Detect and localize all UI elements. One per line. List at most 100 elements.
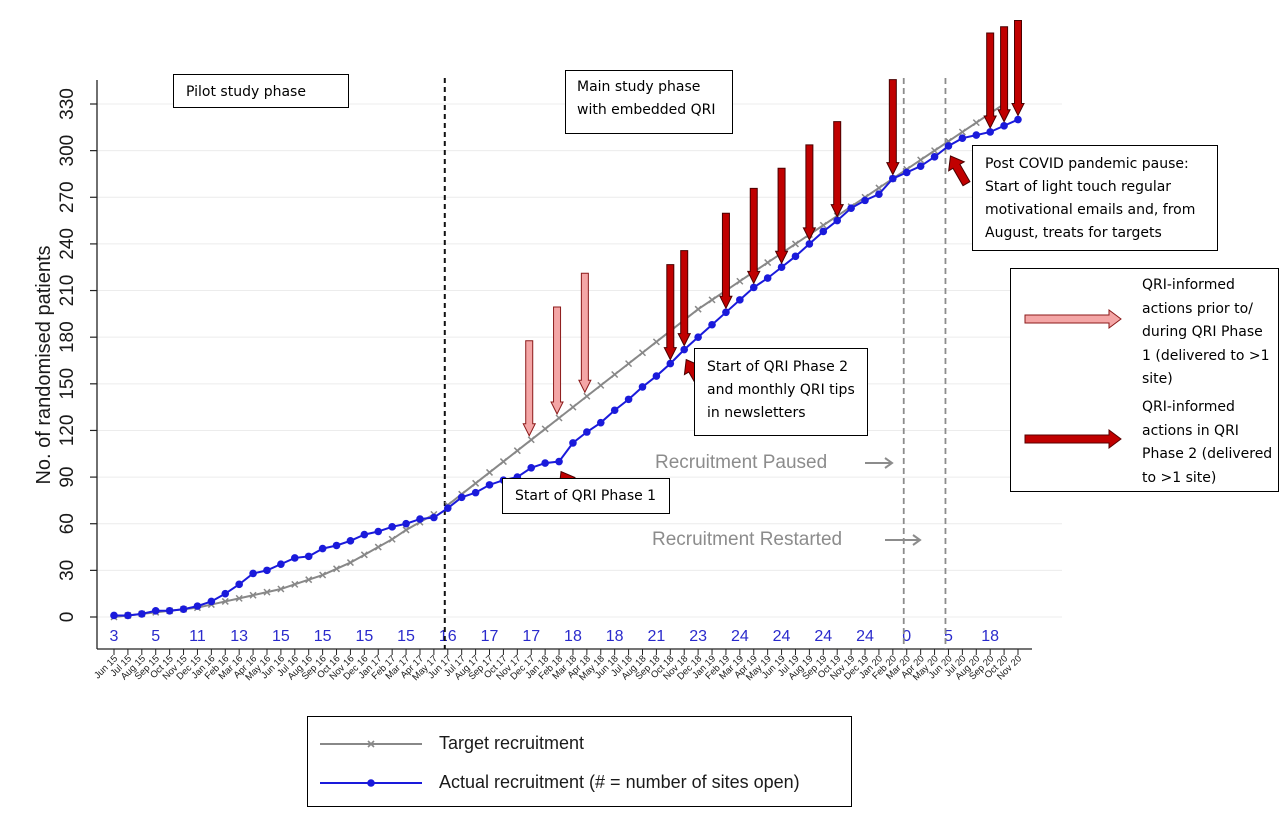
legend-target-label: Target recruitment — [439, 733, 585, 753]
sites-open-label: 23 — [689, 628, 707, 645]
dark-action-arrow — [886, 79, 900, 176]
sites-open-label: 18 — [981, 628, 999, 645]
actual-point — [207, 597, 216, 606]
actual-point — [151, 606, 160, 615]
actual-point — [819, 227, 828, 236]
y-tick-label: 330 — [57, 88, 78, 120]
dark-action-arrow — [830, 121, 845, 218]
sites-open-label: 17 — [481, 628, 499, 645]
actual-point — [861, 196, 869, 205]
actual-point — [1000, 121, 1008, 130]
actual-point — [304, 552, 313, 561]
y-tick-label: 240 — [57, 228, 78, 260]
dark-action-arrow — [663, 264, 678, 361]
actual-point — [221, 589, 230, 598]
pointer-arrow — [885, 534, 922, 546]
dark-start-arrow — [948, 155, 971, 187]
sites-open-label: 24 — [814, 628, 832, 645]
actual-point — [902, 168, 911, 177]
sites-open-label: 15 — [314, 628, 332, 645]
dark-action-arrow — [983, 32, 997, 130]
actual-point — [944, 142, 953, 150]
target-point — [263, 588, 271, 596]
qri-phase1-box: Start of QRI Phase 1 — [502, 478, 670, 514]
sites-open-label: 3 — [110, 628, 119, 645]
actual-point — [972, 131, 981, 139]
actual-point — [624, 395, 633, 404]
actual-point — [263, 566, 271, 575]
target-point — [583, 392, 591, 400]
target-point — [638, 349, 647, 357]
sites-open-label: 15 — [397, 628, 415, 645]
actual-point — [708, 320, 716, 329]
target-point — [652, 338, 660, 346]
actual-point — [165, 606, 174, 615]
key-dark-1: QRI-informed — [1142, 399, 1235, 415]
sites-open-label: 5 — [151, 628, 160, 645]
target-point — [875, 184, 883, 192]
y-tick-label: 210 — [57, 275, 78, 307]
target-point — [972, 119, 980, 127]
sites-open-label: 15 — [272, 628, 290, 645]
target-point — [569, 403, 577, 411]
target-point — [931, 147, 939, 155]
sites-open-label: 24 — [773, 628, 791, 645]
target-point — [305, 576, 313, 584]
dark-action-arrow — [746, 187, 761, 285]
actual-point — [694, 333, 702, 341]
dark-action-arrow — [1011, 20, 1025, 117]
actual-point — [235, 580, 243, 589]
target-point — [472, 479, 480, 487]
phase2-text-3: in newsletters — [707, 405, 806, 421]
actual-point — [485, 481, 494, 489]
key-dark-2: actions in QRI — [1142, 422, 1239, 439]
actual-point — [110, 611, 118, 620]
target-point — [277, 585, 285, 593]
key-light-3: during QRI Phase — [1142, 324, 1263, 340]
y-tick-label: 150 — [57, 368, 78, 400]
target-point — [958, 128, 966, 136]
actual-point — [443, 504, 452, 512]
actual-point — [805, 240, 814, 248]
target-point — [485, 468, 494, 476]
y-axis-label: No. of randomised patients — [33, 245, 55, 484]
target-point — [555, 414, 563, 422]
recruitment-restarted-label: Recruitment Restarted — [652, 529, 843, 550]
actual-point — [555, 457, 563, 466]
target-point — [625, 360, 633, 368]
target-point — [249, 591, 257, 599]
target-point — [708, 296, 716, 304]
actual-point — [722, 308, 730, 317]
target-point — [791, 240, 800, 248]
key-dark-3: Phase 2 (delivered — [1142, 446, 1273, 462]
actual-point — [457, 493, 466, 502]
actual-point — [666, 359, 675, 368]
sites-open-label: 18 — [606, 628, 624, 645]
target-point — [374, 543, 382, 551]
actual-point — [179, 605, 188, 614]
dark-action-arrow — [997, 26, 1011, 123]
actual-point — [652, 372, 661, 380]
actual-point — [958, 134, 967, 142]
sites-open-label: 11 — [189, 628, 206, 645]
covid-text-4: August, treats for targets — [985, 225, 1162, 241]
sites-open-label: 0 — [902, 628, 911, 645]
covid-text-3: motivational emails and, from — [985, 202, 1196, 218]
actual-point — [680, 345, 689, 354]
actual-point — [124, 611, 132, 620]
arrow-key-svg — [1024, 309, 1122, 449]
phase2-text-2: and monthly QRI tips — [707, 382, 855, 398]
target-point — [611, 370, 619, 379]
light-arrow-icon — [1024, 309, 1122, 329]
y-tick-label: 60 — [57, 513, 78, 534]
light-action-arrow — [550, 306, 564, 416]
y-tick-label: 30 — [57, 560, 78, 581]
target-point — [388, 535, 396, 543]
actual-point — [847, 204, 855, 212]
target-point — [499, 458, 507, 466]
actual-point — [291, 554, 299, 562]
key-light-5: site) — [1142, 371, 1173, 387]
arrow-shape — [948, 155, 971, 187]
y-tick-label: 120 — [57, 415, 78, 447]
